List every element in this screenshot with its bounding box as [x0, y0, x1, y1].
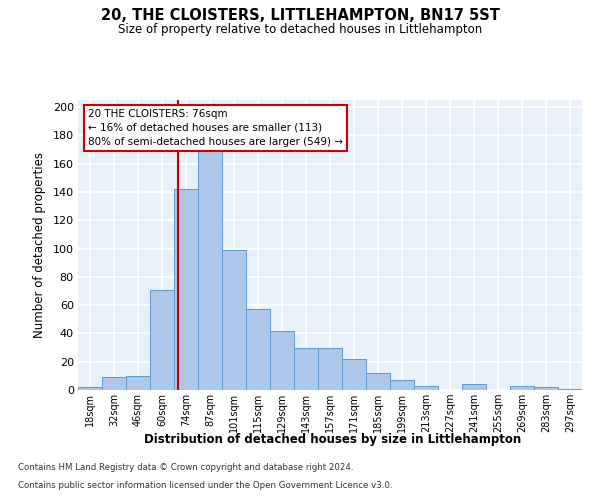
Bar	[270, 330, 294, 390]
Bar	[102, 378, 126, 390]
Bar	[318, 348, 342, 390]
Text: 20, THE CLOISTERS, LITTLEHAMPTON, BN17 5ST: 20, THE CLOISTERS, LITTLEHAMPTON, BN17 5…	[101, 8, 499, 22]
Text: Distribution of detached houses by size in Littlehampton: Distribution of detached houses by size …	[145, 432, 521, 446]
Bar	[222, 250, 246, 390]
Bar	[534, 387, 558, 390]
Bar	[510, 386, 534, 390]
Text: Size of property relative to detached houses in Littlehampton: Size of property relative to detached ho…	[118, 22, 482, 36]
Bar	[246, 310, 270, 390]
Bar	[390, 380, 414, 390]
Text: Contains HM Land Registry data © Crown copyright and database right 2024.: Contains HM Land Registry data © Crown c…	[18, 464, 353, 472]
Bar	[558, 388, 582, 390]
Bar	[126, 376, 150, 390]
Text: 20 THE CLOISTERS: 76sqm
← 16% of detached houses are smaller (113)
80% of semi-d: 20 THE CLOISTERS: 76sqm ← 16% of detache…	[88, 108, 343, 146]
Bar	[198, 150, 222, 390]
Bar	[294, 348, 318, 390]
Bar	[342, 359, 366, 390]
Bar	[150, 290, 174, 390]
Bar	[174, 189, 198, 390]
Bar	[366, 373, 390, 390]
Bar	[78, 387, 102, 390]
Y-axis label: Number of detached properties: Number of detached properties	[33, 152, 46, 338]
Bar	[414, 386, 438, 390]
Text: Contains public sector information licensed under the Open Government Licence v3: Contains public sector information licen…	[18, 481, 392, 490]
Bar	[462, 384, 486, 390]
